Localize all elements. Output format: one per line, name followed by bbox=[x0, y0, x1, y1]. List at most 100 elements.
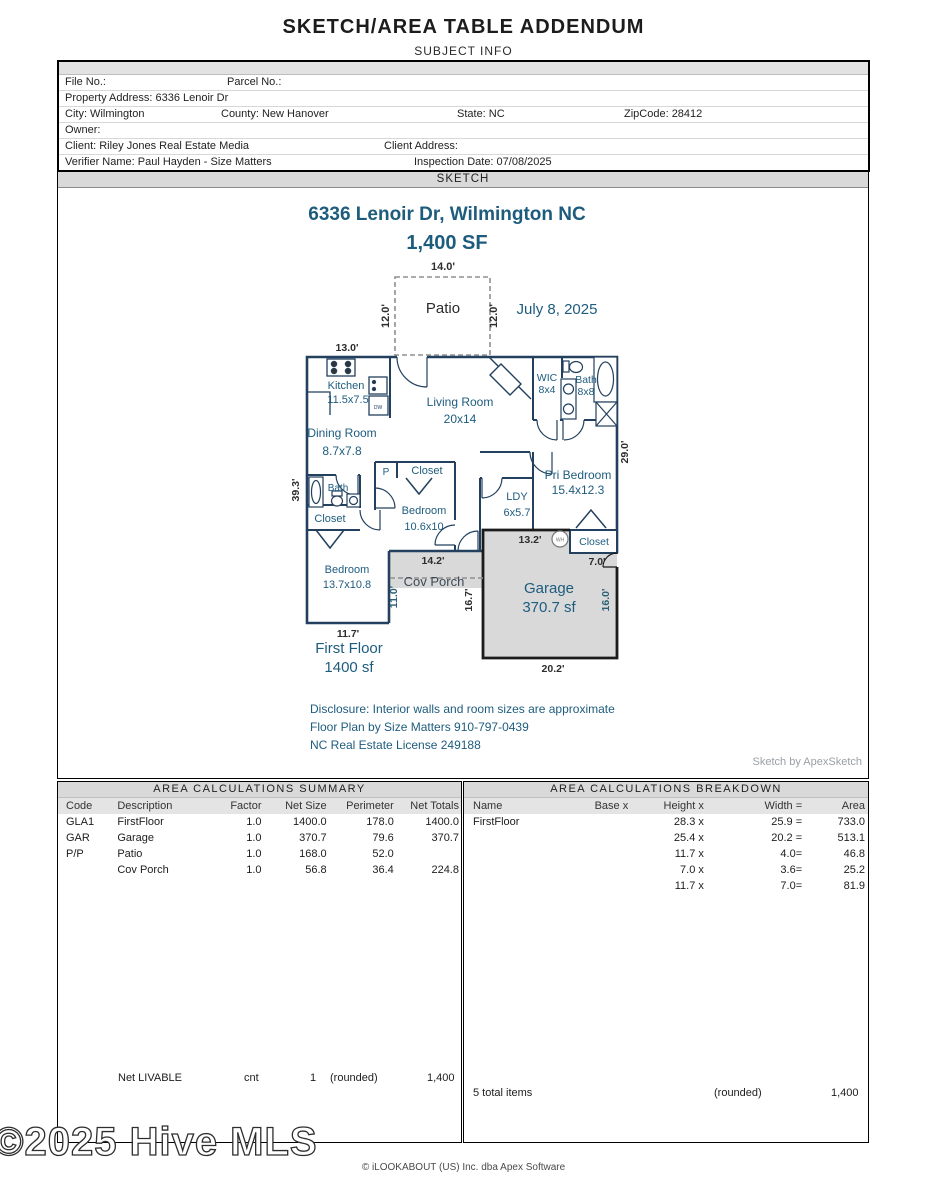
net-livable-total: 1,400 bbox=[427, 1072, 455, 1084]
cov-porch-fill bbox=[390, 552, 483, 588]
dim-patio-right: 12.0' bbox=[488, 304, 500, 328]
table-row: FirstFloor 28.3 x 25.9 = 733.0 bbox=[464, 814, 868, 830]
water-heater-icon: WH bbox=[551, 530, 569, 548]
dim-closet-side: 7.0' bbox=[588, 556, 605, 568]
col-base: Base x bbox=[594, 800, 629, 812]
sink-icon bbox=[562, 383, 575, 395]
mid-bedroom-label: Bedroom bbox=[402, 505, 447, 517]
col-description: Description bbox=[117, 800, 173, 812]
cell: 168.0 bbox=[299, 848, 327, 860]
living-dim: 20x14 bbox=[444, 412, 477, 426]
garage-dim: 370.7 sf bbox=[522, 599, 576, 616]
kitchen-fixtures bbox=[307, 358, 389, 416]
file-no-field: File No.: bbox=[65, 76, 106, 88]
dining-label: Dining Room bbox=[307, 426, 376, 440]
cell: 733.0 bbox=[837, 816, 865, 828]
wic-label: WIC bbox=[537, 372, 558, 384]
cell: 36.4 bbox=[372, 864, 394, 876]
room-labels: Kitchen 11.5x7.5 Living Room 20x14 WIC 8… bbox=[307, 372, 611, 676]
col-height: Height x bbox=[663, 800, 704, 812]
area-summary-title: AREA CALCULATIONS SUMMARY bbox=[58, 782, 461, 798]
subject-row-owner: Owner: bbox=[59, 123, 868, 139]
cell bbox=[394, 846, 461, 862]
garage-label: Garage bbox=[524, 580, 574, 597]
software-credit: © iLOOKABOUT (US) Inc. dba Apex Software bbox=[361, 1162, 566, 1173]
cell bbox=[464, 846, 581, 862]
subject-info-table: File No.: Parcel No.: Property Address: … bbox=[57, 60, 870, 172]
sink-icon bbox=[562, 403, 575, 415]
dim-porch-left: 11.0' bbox=[388, 586, 400, 608]
cell: 1.0 bbox=[246, 816, 262, 828]
cell: FirstFloor bbox=[117, 816, 164, 828]
left-bedroom-dim: 13.7x10.8 bbox=[323, 579, 371, 591]
dishwasher-label: DW bbox=[374, 405, 383, 411]
sketch-credit: Sketch by ApexSketch bbox=[753, 756, 862, 768]
svg-text:WH: WH bbox=[556, 538, 565, 544]
first-floor-label: First Floor bbox=[315, 640, 383, 657]
hive-mls-watermark: ©2025 Hive MLS bbox=[0, 1119, 318, 1164]
patio-label: Patio bbox=[426, 300, 460, 317]
living-label: Living Room bbox=[427, 395, 494, 409]
table-row: 25.4 x 20.2 = 513.1 bbox=[464, 830, 868, 846]
col-area: Area bbox=[841, 800, 865, 812]
area-breakdown-title: AREA CALCULATIONS BREAKDOWN bbox=[464, 782, 868, 798]
dim-garage-top: 13.2' bbox=[519, 534, 542, 546]
ldy-label: LDY bbox=[506, 491, 528, 503]
col-name: Name bbox=[473, 800, 503, 812]
kitchen-label: Kitchen bbox=[328, 380, 365, 392]
table-row: GAR Garage 1.0 370.7 79.6 370.7 bbox=[58, 830, 461, 846]
subject-info-header-band bbox=[59, 62, 868, 75]
kitchen-counter bbox=[307, 391, 331, 415]
hall-closet-label: Closet bbox=[411, 465, 442, 477]
dim-garage-left: 16.7' bbox=[463, 589, 475, 612]
dim-porch-top: 14.2' bbox=[422, 555, 445, 567]
dining-dim: 8.7x7.8 bbox=[322, 444, 362, 458]
cell: 25.2 bbox=[843, 864, 865, 876]
dim-patio-left: 12.0' bbox=[380, 304, 392, 328]
cell: 79.6 bbox=[372, 832, 394, 844]
cell: 11.7 x bbox=[674, 848, 704, 860]
client-address-field: Client Address: bbox=[384, 140, 458, 152]
interior-walls bbox=[307, 357, 618, 554]
disclosure-line3: NC Real Estate License 249188 bbox=[310, 738, 481, 752]
fireplace-icon bbox=[488, 356, 532, 400]
table-row: 7.0 x 3.6= 25.2 bbox=[464, 862, 868, 878]
dim-bottom-left: 11.7' bbox=[337, 628, 359, 640]
cell bbox=[464, 862, 581, 878]
cell: P/P bbox=[66, 848, 84, 860]
toilet-icon bbox=[568, 360, 584, 374]
col-code: Code bbox=[66, 800, 93, 812]
cov-porch-label: Cov Porch bbox=[404, 574, 465, 589]
cell: 370.7 bbox=[431, 832, 459, 844]
dishwasher-icon bbox=[368, 395, 389, 416]
cell: 7.0 x bbox=[680, 864, 704, 876]
plan-square-footage: 1,400 SF bbox=[406, 232, 487, 254]
cell bbox=[464, 830, 581, 846]
disclosure-line2: Floor Plan by Size Matters 910-797-0439 bbox=[310, 720, 529, 734]
col-factor: Factor bbox=[230, 800, 262, 812]
cell: 1.0 bbox=[246, 848, 262, 860]
plan-date: July 8, 2025 bbox=[517, 301, 598, 318]
net-livable-label: Net LIVABLE bbox=[118, 1072, 182, 1084]
dim-garage-bottom: 20.2' bbox=[542, 663, 565, 675]
first-floor-sf: 1400 sf bbox=[324, 659, 374, 676]
mid-bedroom-dim: 10.6x10 bbox=[404, 521, 443, 533]
cell bbox=[58, 862, 117, 878]
dim-kitchen-top: 13.0' bbox=[336, 342, 359, 354]
garage-closet-label: Closet bbox=[579, 536, 609, 548]
cell: 3.6= bbox=[780, 864, 803, 876]
dim-right-side: 29.0' bbox=[619, 441, 631, 464]
pantry-label: P bbox=[383, 467, 390, 478]
table-row: GLA1 FirstFloor 1.0 1400.0 178.0 1400.0 bbox=[58, 814, 461, 830]
cell: 7.0= bbox=[780, 880, 803, 892]
cell: GAR bbox=[66, 832, 90, 844]
state-field: State: NC bbox=[457, 108, 505, 120]
pri-bedroom-label: Pri Bedroom bbox=[545, 468, 612, 482]
cell: 1400.0 bbox=[293, 816, 327, 828]
cell: 11.7 x bbox=[674, 880, 704, 892]
cell: 25.4 x bbox=[673, 832, 704, 844]
rounded-label: (rounded) bbox=[714, 1087, 762, 1099]
subject-row-client: Client: Riley Jones Real Estate Media Cl… bbox=[59, 139, 868, 155]
cell: 224.8 bbox=[431, 864, 459, 876]
subject-row-verifier: Verifier Name: Paul Hayden - Size Matter… bbox=[59, 155, 868, 170]
